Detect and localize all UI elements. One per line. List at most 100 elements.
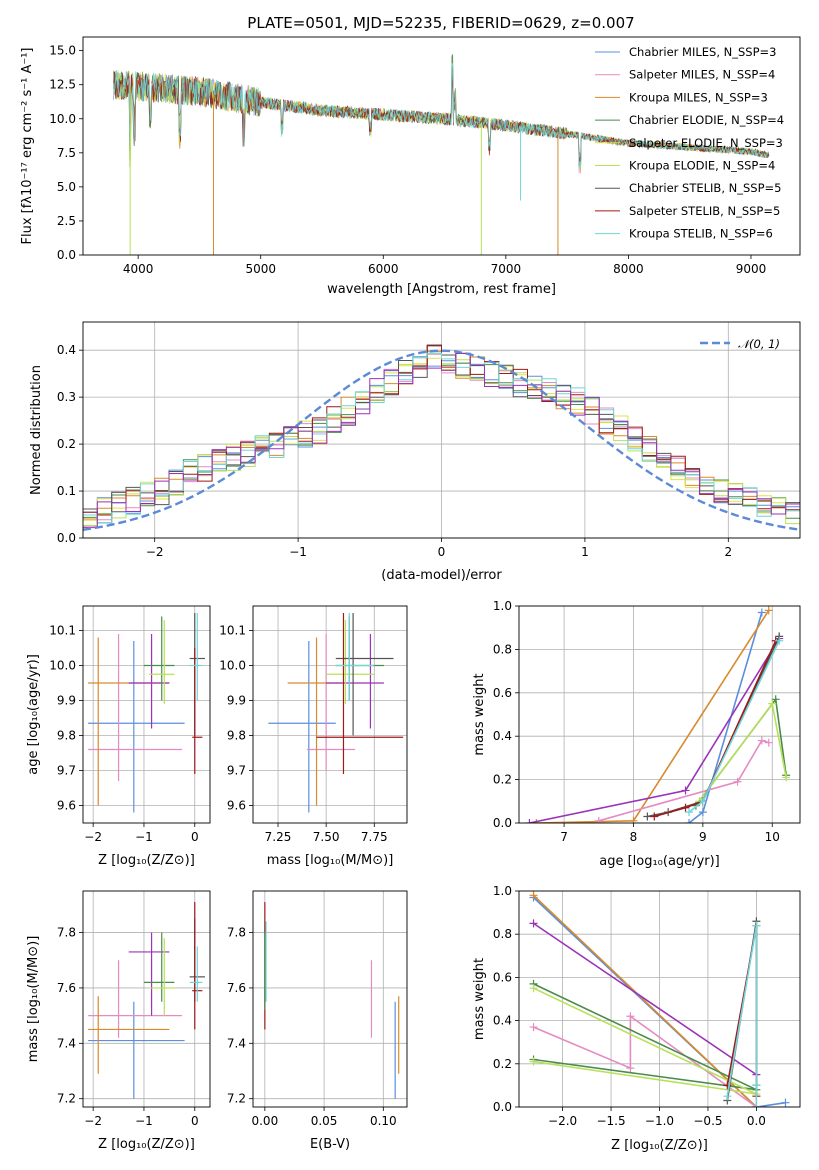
x-tick-label: 7.50 xyxy=(313,830,340,844)
weight-marker xyxy=(771,695,780,704)
x-tick-label: 7000 xyxy=(491,262,522,276)
legend-entry: Chabrier ELODIE, N_SSP=4 xyxy=(629,113,784,127)
weight-marker xyxy=(723,1081,732,1090)
legend-entry: Salpeter ELODIE, N_SSP=3 xyxy=(629,136,783,150)
axes-frame xyxy=(82,605,211,824)
weight-marker xyxy=(626,1012,635,1021)
y-tick-label: 9.7 xyxy=(227,764,246,778)
plot-area xyxy=(113,54,770,255)
y-tick-label: 9.7 xyxy=(57,764,76,778)
histogram-step xyxy=(83,352,800,523)
weight-line xyxy=(533,922,757,1076)
x-tick-label: 0.00 xyxy=(251,1114,278,1128)
y-tick-label: 9.8 xyxy=(57,729,76,743)
x-axis-label: E(B-V) xyxy=(310,1137,350,1152)
weight-vs-age-panel: 7 8 9 10 0.0 0.2 0.4 0.6 0.8 1.0 age [log₁₀(age/yr… xyxy=(472,599,801,869)
weight-line xyxy=(726,925,758,1107)
y-tick-label: 9.9 xyxy=(57,694,76,708)
plot-area xyxy=(264,902,400,1099)
weight-marker xyxy=(764,738,773,747)
weight-line xyxy=(654,640,777,818)
x-tick-label: −1 xyxy=(289,545,307,559)
axes-frame xyxy=(82,36,801,256)
y-tick-label: 0.6 xyxy=(493,686,512,700)
weight-marker xyxy=(525,819,534,823)
x-axis-label: (data-model)/error xyxy=(381,568,502,583)
weight-marker xyxy=(757,736,766,745)
plot-area xyxy=(88,613,205,813)
y-tick-label: 0.6 xyxy=(493,970,512,984)
legend-entry: Chabrier MILES, N_SSP=3 xyxy=(629,45,776,59)
y-tick-label: 7.8 xyxy=(227,926,246,940)
age-vs-mass-panel: 7.25 7.50 7.75 9.6 9.7 9.8 9.9 10.0 10.1 mass [lo… xyxy=(219,605,408,868)
x-tick-label: 0.05 xyxy=(311,1114,338,1128)
x-tick-label: 7 xyxy=(560,830,568,844)
x-tick-label: 2 xyxy=(724,545,732,559)
x-axis-label: mass [log₁₀(M/M⊙)] xyxy=(267,853,394,868)
weight-marker xyxy=(529,919,538,928)
x-tick-label: −1 xyxy=(135,830,153,844)
y-tick-label: 0.4 xyxy=(493,1014,512,1028)
y-tick-label: 0.0 xyxy=(493,1100,512,1114)
y-tick-label: 7.4 xyxy=(57,1036,76,1050)
y-tick-label: 9.6 xyxy=(227,799,246,813)
y-axis-label: Flux [fλ10⁻¹⁷ erg cm⁻² s⁻¹ A⁻¹] xyxy=(20,48,35,245)
y-axis-label: mass [log₁₀(M/M⊙)] xyxy=(26,936,41,1063)
y-tick-label: 10.0 xyxy=(219,659,246,673)
weight-vs-metallicity-panel: −2.0 −1.5 −1.0 −0.5 0.0 0.0 0.2 0.4 0.6 0.8 1.0 Z [… xyxy=(472,884,801,1153)
y-tick-label: 0.0 xyxy=(57,248,76,262)
plot-area xyxy=(83,344,800,531)
x-tick-label: 0 xyxy=(191,830,199,844)
spectrum-line xyxy=(113,63,770,169)
weight-marker xyxy=(529,1057,538,1066)
y-tick-label: 12.5 xyxy=(49,78,76,92)
x-tick-label: 1 xyxy=(581,545,589,559)
x-tick-label: 6000 xyxy=(368,262,399,276)
y-tick-label: 10.1 xyxy=(49,624,76,638)
x-tick-label: −1 xyxy=(135,1114,153,1128)
weight-line xyxy=(647,636,780,818)
y-tick-label: 7.6 xyxy=(57,981,76,995)
y-tick-label: 15.0 xyxy=(49,44,76,58)
y-tick-label: 10.1 xyxy=(219,624,246,638)
x-tick-label: −2 xyxy=(84,830,102,844)
y-tick-label: 0.0 xyxy=(493,816,512,830)
y-tick-label: 10.0 xyxy=(49,659,76,673)
weight-marker xyxy=(764,606,773,615)
y-tick-label: 1.0 xyxy=(493,884,512,898)
age-vs-metallicity-panel: −2 −1 0 9.6 9.7 9.8 9.9 10.0 10.1 Z [log₁₀(Z/Z⊙)]… xyxy=(26,605,211,868)
weight-marker xyxy=(643,812,652,821)
weight-marker xyxy=(757,608,766,617)
x-tick-label: −2 xyxy=(84,1114,102,1128)
legend-entry: Kroupa STELIB, N_SSP=6 xyxy=(629,227,773,241)
x-tick-label: 9000 xyxy=(736,262,767,276)
plot-area xyxy=(525,606,791,823)
y-tick-label: 7.4 xyxy=(227,1036,246,1050)
y-axis-label: Normed distribution xyxy=(29,365,44,495)
axes-frame xyxy=(252,605,408,824)
y-tick-label: 0.8 xyxy=(493,927,512,941)
y-tick-label: 2.5 xyxy=(57,214,76,228)
legend-entry: Kroupa MILES, N_SSP=3 xyxy=(629,90,768,104)
x-tick-label: 5000 xyxy=(245,262,276,276)
plot-area xyxy=(88,902,205,1099)
legend-entry: Salpeter STELIB, N_SSP=5 xyxy=(629,204,780,218)
x-axis-label: Z [log₁₀(Z/Z⊙)] xyxy=(98,1137,195,1152)
y-tick-label: 0.2 xyxy=(493,1057,512,1071)
weight-marker xyxy=(768,699,777,708)
weight-marker xyxy=(752,1103,761,1107)
weight-marker xyxy=(698,808,707,817)
x-tick-label: 7.25 xyxy=(265,830,292,844)
y-tick-label: 7.5 xyxy=(57,146,76,160)
axes-frame xyxy=(82,890,211,1108)
weight-marker xyxy=(529,1023,538,1032)
x-axis-label: age [log₁₀(age/yr)] xyxy=(599,854,720,869)
y-tick-label: 1.0 xyxy=(493,599,512,613)
x-tick-label: 4000 xyxy=(123,262,154,276)
weight-line xyxy=(536,609,770,823)
legend-entry: Chabrier STELIB, N_SSP=5 xyxy=(629,181,781,195)
residuals-panel: −2 −1 0 1 2 0.0 0.1 0.2 0.3 0.4 (data-model)/error… xyxy=(29,321,801,583)
x-axis-label: Z [log₁₀(Z/Z⊙)] xyxy=(611,1138,708,1153)
y-tick-label: 0.4 xyxy=(493,729,512,743)
axes-frame xyxy=(82,321,801,539)
